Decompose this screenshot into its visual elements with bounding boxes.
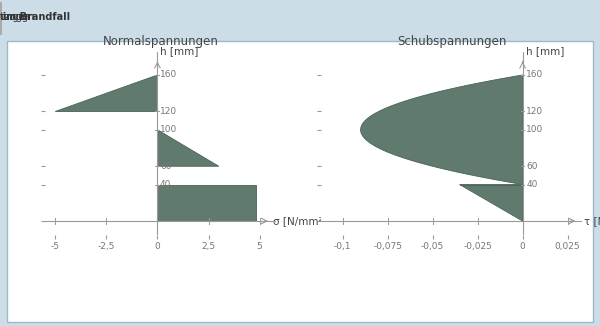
Text: 100: 100 bbox=[526, 125, 544, 134]
Text: 40: 40 bbox=[526, 180, 538, 189]
Text: Spannungen: Spannungen bbox=[0, 12, 31, 22]
Text: h [mm]: h [mm] bbox=[160, 46, 199, 56]
Title: Schubspannungen: Schubspannungen bbox=[397, 35, 506, 48]
Text: 160: 160 bbox=[526, 70, 544, 80]
Text: 120: 120 bbox=[526, 107, 544, 116]
Polygon shape bbox=[157, 130, 219, 166]
Polygon shape bbox=[361, 75, 523, 185]
Title: Normalspannungen: Normalspannungen bbox=[103, 35, 218, 48]
Text: Spannungen im Brandfall: Spannungen im Brandfall bbox=[0, 12, 70, 22]
FancyBboxPatch shape bbox=[7, 41, 593, 322]
Polygon shape bbox=[157, 185, 256, 221]
Text: 100: 100 bbox=[160, 125, 177, 134]
Text: 40: 40 bbox=[160, 180, 171, 189]
Text: h [mm]: h [mm] bbox=[526, 46, 565, 56]
Text: 120: 120 bbox=[160, 107, 177, 116]
Text: σ [N/mm²]: σ [N/mm²] bbox=[273, 216, 326, 226]
Polygon shape bbox=[55, 75, 157, 111]
Text: 160: 160 bbox=[160, 70, 177, 80]
Text: Ausnutzung: Ausnutzung bbox=[0, 12, 29, 22]
Polygon shape bbox=[460, 185, 523, 221]
Text: 60: 60 bbox=[526, 162, 538, 171]
Text: Verformungen: Verformungen bbox=[0, 12, 35, 22]
Text: τ [N/mm²]: τ [N/mm²] bbox=[584, 216, 600, 226]
Text: 60: 60 bbox=[160, 162, 172, 171]
